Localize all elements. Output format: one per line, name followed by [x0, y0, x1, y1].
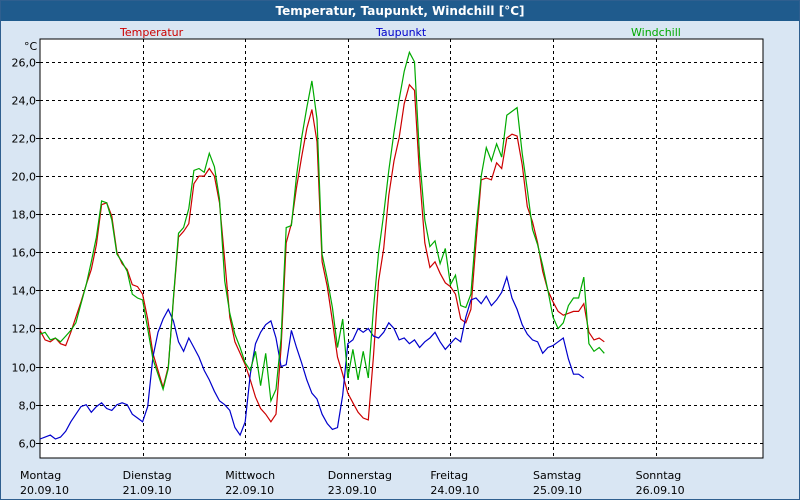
series-line-windchill [39, 50, 605, 404]
legend-entry: Taupunkt [375, 26, 427, 39]
x-tick-date: 25.09.10 [533, 484, 582, 497]
y-tick-label: 14,0 [12, 285, 37, 298]
x-tick-day: Donnerstag [328, 469, 392, 482]
legend-entry: Windchill [631, 26, 681, 39]
plot-area [39, 38, 764, 459]
x-tick-day: Samstag [533, 469, 581, 482]
y-tick-label: 24,0 [12, 95, 37, 108]
y-tick-label: 10,0 [12, 362, 37, 375]
series-lines [39, 50, 605, 440]
x-tick-date: 24.09.10 [430, 484, 479, 497]
x-tick-date: 20.09.10 [20, 484, 69, 497]
legend-entry: Temperatur [119, 26, 184, 39]
x-axis-ticks: Montag 20.09.10 Dienstag 21.09.10 Mittwoch 22… [20, 469, 685, 497]
x-tick-date: 23.09.10 [328, 484, 377, 497]
y-tick-label: 16,0 [12, 247, 37, 260]
legend: Temperatur Taupunkt Windchill [119, 26, 681, 39]
y-tick-label: 6,0 [19, 438, 37, 451]
y-tick-label: 18,0 [12, 209, 37, 222]
x-tick-day: Mittwoch [225, 469, 275, 482]
x-tick-date: 21.09.10 [123, 484, 172, 497]
y-axis-ticks: 6,0 8,0 10,0 12,0 14,0 16,0 18,0 20,0 22,0 24,0 26… [12, 57, 40, 451]
y-tick-label: 12,0 [12, 323, 37, 336]
x-tick-day: Freitag [430, 469, 468, 482]
x-tick-day: Montag [20, 469, 61, 482]
y-axis-label: °C [24, 40, 38, 53]
series-line-taupunkt [39, 274, 585, 440]
series-line-temperatur [39, 83, 605, 423]
x-tick-day: Dienstag [123, 469, 172, 482]
y-tick-label: 26,0 [12, 57, 37, 70]
x-tick-date: 26.09.10 [636, 484, 685, 497]
x-tick-date: 22.09.10 [225, 484, 274, 497]
y-tick-label: 22,0 [12, 133, 37, 146]
x-tick-day: Sonntag [636, 469, 682, 482]
window-title: Temperatur, Taupunkt, Windchill [°C] [1, 1, 799, 21]
grid-lines [40, 39, 763, 458]
y-tick-label: 8,0 [19, 400, 37, 413]
y-tick-label: 20,0 [12, 171, 37, 184]
